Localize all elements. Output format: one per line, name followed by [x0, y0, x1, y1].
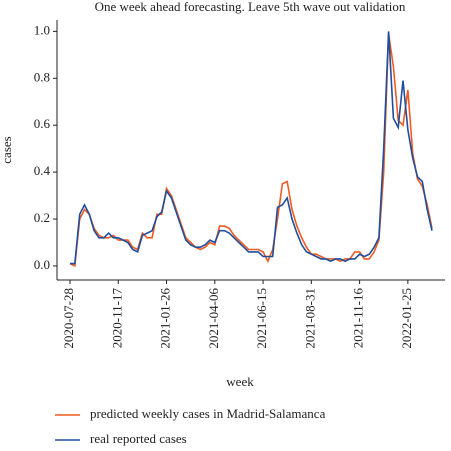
y-tick-label: 0.4: [34, 163, 51, 178]
x-tick-label: 2021-06-15: [254, 288, 269, 349]
chart-title: One week ahead forecasting. Leave 5th wa…: [95, 0, 406, 14]
x-tick-label: 2020-11-17: [109, 288, 124, 349]
x-tick-label: 2022-01-25: [399, 288, 414, 349]
y-axis-label: cases: [0, 136, 14, 163]
x-tick-label: 2020-07-28: [61, 288, 76, 349]
series-line: [70, 31, 433, 265]
y-tick-label: 0.0: [34, 257, 50, 272]
y-tick-label: 0.2: [34, 210, 50, 225]
legend-label: real reported cases: [90, 431, 187, 446]
x-axis-label: week: [226, 374, 254, 389]
x-tick-label: 2021-01-26: [158, 288, 173, 349]
series-line: [69, 33, 433, 268]
x-tick-label: 2021-11-16: [351, 288, 366, 349]
y-tick-label: 0.6: [34, 116, 51, 131]
x-tick-label: 2021-08-31: [302, 288, 317, 349]
x-tick-label: 2021-04-06: [206, 288, 221, 349]
y-tick-label: 1.0: [34, 22, 50, 37]
y-tick-label: 0.8: [34, 69, 50, 84]
legend-label: predicted weekly cases in Madrid-Salaman…: [90, 406, 326, 421]
